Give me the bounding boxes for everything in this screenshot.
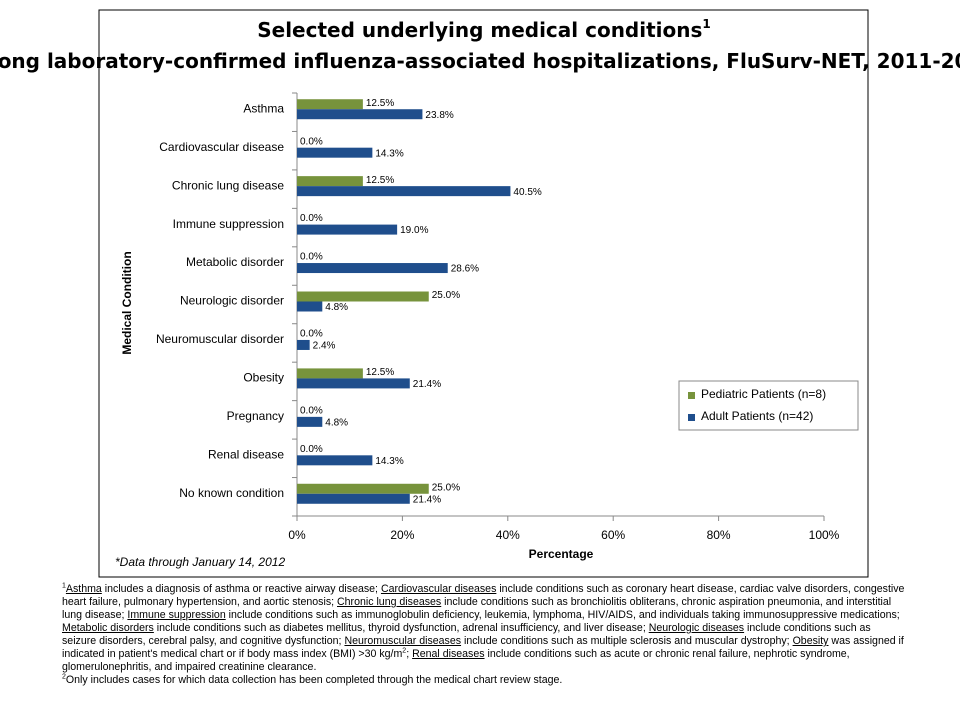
title-sup: 1	[702, 17, 710, 31]
footnote-text: Only includes cases for which data colle…	[65, 674, 563, 686]
legend-label: Pediatric Patients (n=8)	[701, 387, 826, 401]
legend-swatch	[688, 414, 695, 421]
legend-label: Adult Patients (n=42)	[701, 409, 813, 423]
title-text: among laboratory-confirmed influenza-ass…	[0, 49, 960, 73]
value-label: 21.4%	[413, 379, 441, 390]
chart: Selected underlying medical conditions1 …	[0, 9, 960, 578]
footnote-text: include conditions such as coronary hear…	[62, 583, 905, 608]
bar	[297, 416, 323, 427]
y-tick-label: Chronic lung disease	[172, 178, 284, 192]
footnote-text: Immune suppression	[127, 609, 226, 621]
value-label: 21.4%	[413, 494, 441, 505]
footnote-text: Neuromuscular diseases	[344, 635, 462, 647]
bar	[297, 493, 410, 504]
footnote-text: includes a diagnosis of asthma or reacti…	[101, 583, 381, 595]
footnote-text: include conditions such as immunoglobuli…	[225, 609, 900, 621]
bar	[297, 224, 398, 235]
bar	[297, 186, 511, 197]
footnote-marker: 2	[62, 673, 66, 681]
value-label: 0.0%	[300, 136, 323, 147]
value-label: 0.0%	[300, 406, 323, 417]
value-label: 14.3%	[375, 456, 403, 467]
x-tick-label: 20%	[390, 528, 414, 542]
x-tick-label: 60%	[601, 528, 625, 542]
y-tick-label: Asthma	[243, 101, 284, 115]
chart-title: Selected underlying medical conditions1	[257, 17, 711, 42]
y-tick-label: Cardiovascular disease	[159, 140, 284, 154]
footnote-text: ;	[406, 648, 413, 660]
x-tick-label: 100%	[809, 528, 840, 542]
value-label: 28.6%	[451, 264, 479, 275]
value-label: 12.5%	[366, 175, 394, 186]
y-tick-label: Renal disease	[208, 447, 284, 461]
bar	[297, 455, 373, 466]
footnote-text: Neurologic diseases	[648, 622, 745, 634]
chart-title-2: among laboratory-confirmed influenza-ass…	[0, 48, 960, 73]
footnote-marker: 1	[62, 582, 66, 590]
value-label: 0.0%	[300, 444, 323, 455]
y-tick-label: No known condition	[179, 486, 284, 500]
footnote-text: was assigned if indicated in patient's m…	[62, 635, 904, 660]
value-label: 2.4%	[313, 341, 336, 352]
footnote-text: Cardiovascular diseases	[380, 583, 497, 595]
y-tick-label: Immune suppression	[173, 217, 284, 231]
bar	[297, 263, 448, 274]
footnote-sup: 2	[402, 647, 407, 655]
footnote-text: include conditions such as acute or chro…	[62, 648, 850, 673]
y-tick-label: Neuromuscular disorder	[156, 332, 284, 346]
x-tick-label: 80%	[707, 528, 731, 542]
footnote-text: Obesity	[792, 635, 829, 647]
footnote-text: Chronic lung diseases	[337, 596, 442, 608]
bar	[297, 378, 410, 389]
bar	[297, 147, 373, 158]
value-label: 40.5%	[513, 187, 541, 198]
footnote: 2Only includes cases for which data coll…	[62, 673, 907, 687]
footnote-text: Renal diseases	[412, 648, 485, 660]
value-label: 4.8%	[325, 302, 348, 313]
bar	[297, 368, 363, 379]
value-label: 4.8%	[325, 418, 348, 429]
y-tick-label: Neurologic disorder	[180, 294, 284, 308]
value-label: 14.3%	[375, 148, 403, 159]
y-tick-label: Metabolic disorder	[186, 255, 284, 269]
x-tick-label: 0%	[288, 528, 306, 542]
value-label: 12.5%	[366, 98, 394, 109]
bar	[297, 99, 363, 110]
value-label: 12.5%	[366, 367, 394, 378]
value-label: 19.0%	[400, 225, 428, 236]
y-tick-label: Obesity	[243, 371, 284, 385]
value-label: 0.0%	[300, 213, 323, 224]
value-label: 25.0%	[432, 482, 460, 493]
footnote-text: include conditions such as bronchiolitis…	[62, 596, 892, 621]
legend-frame	[678, 380, 859, 431]
bar	[297, 339, 310, 350]
footnote-text: include conditions such as multiple scle…	[461, 635, 793, 647]
y-axis-label: Medical Condition	[120, 251, 134, 354]
footnote-text: Asthma	[65, 583, 102, 595]
x-tick-label: 40%	[496, 528, 520, 542]
footnotes: 1Asthma includes a diagnosis of asthma o…	[62, 582, 907, 687]
value-label: 0.0%	[300, 329, 323, 340]
value-label: 25.0%	[432, 290, 460, 301]
note: *Data through January 14, 2012	[115, 555, 285, 569]
footnote-text: include conditions such as diabetes mell…	[153, 622, 649, 634]
legend-swatch	[688, 392, 695, 399]
footnote-text: Metabolic disorders	[62, 622, 154, 634]
y-tick-label: Pregnancy	[227, 409, 284, 423]
bar	[297, 483, 429, 494]
chart-frame	[98, 9, 869, 578]
bar	[297, 301, 323, 312]
bar	[297, 291, 429, 302]
x-axis-label: Percentage	[529, 547, 594, 561]
footnote-text: include conditions such as seizure disor…	[62, 622, 871, 647]
bar	[297, 176, 363, 187]
title-text: Selected underlying medical conditions	[257, 18, 702, 42]
footnote: 1Asthma includes a diagnosis of asthma o…	[62, 582, 907, 674]
bar	[297, 109, 423, 120]
value-label: 23.8%	[425, 110, 453, 121]
value-label: 0.0%	[300, 252, 323, 263]
